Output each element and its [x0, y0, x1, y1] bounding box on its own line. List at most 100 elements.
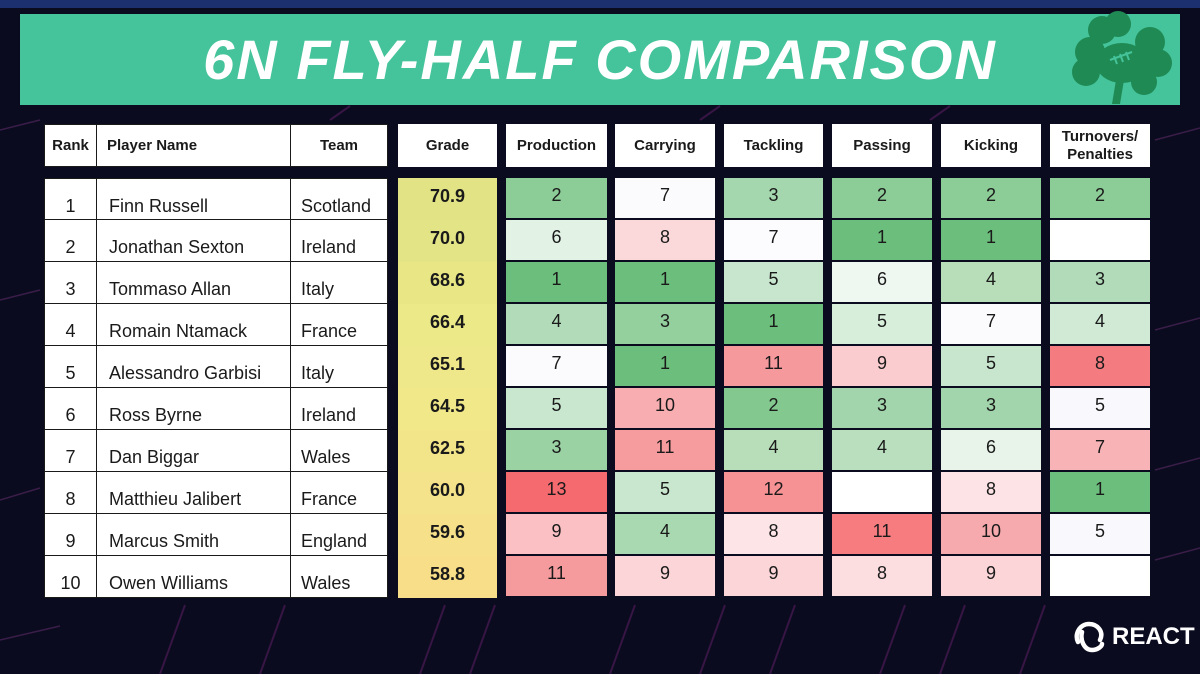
- row-tackling: 5: [724, 262, 823, 302]
- row-grade: 65.1: [398, 346, 497, 388]
- row-passing: 2: [832, 178, 932, 218]
- row-team: France: [291, 304, 388, 346]
- row-kicking: 5: [941, 346, 1041, 386]
- row-rank: 3: [44, 262, 97, 304]
- row-passing: 8: [832, 556, 932, 596]
- row-team: France: [291, 472, 388, 514]
- row-kicking: 7: [941, 304, 1041, 344]
- page-title: 6N FLY-HALF COMPARISON: [203, 28, 997, 91]
- row-grade: 70.0: [398, 220, 497, 262]
- row-turnovers: 1: [1050, 472, 1150, 512]
- row-passing: 5: [832, 304, 932, 344]
- row-team: Ireland: [291, 220, 388, 262]
- row-production: 9: [506, 514, 607, 554]
- react-brand-text: REACT: [1112, 623, 1195, 650]
- row-player: Finn Russell: [97, 178, 291, 220]
- row-passing: 3: [832, 388, 932, 428]
- row-player: Romain Ntamack: [97, 304, 291, 346]
- row-production: 4: [506, 304, 607, 344]
- row-kicking: 9: [941, 556, 1041, 596]
- row-rank: 8: [44, 472, 97, 514]
- row-player: Alessandro Garbisi: [97, 346, 291, 388]
- row-carrying: 9: [615, 556, 715, 596]
- row-tackling: 7: [724, 220, 823, 260]
- top-border: [0, 0, 1200, 8]
- row-grade: 68.6: [398, 262, 497, 304]
- header-rank[interactable]: Rank: [44, 124, 97, 167]
- header-player[interactable]: Player Name: [97, 124, 291, 167]
- row-turnovers: [1050, 220, 1150, 260]
- header-turnovers[interactable]: Turnovers/Penalties: [1050, 124, 1150, 167]
- row-player: Jonathan Sexton: [97, 220, 291, 262]
- row-grade: 58.8: [398, 556, 497, 598]
- row-carrying: 5: [615, 472, 715, 512]
- row-passing: 1: [832, 220, 932, 260]
- header-kicking[interactable]: Kicking: [941, 124, 1041, 167]
- row-carrying: 7: [615, 178, 715, 218]
- row-rank: 5: [44, 346, 97, 388]
- row-rank: 10: [44, 556, 97, 598]
- row-production: 7: [506, 346, 607, 386]
- row-rank: 9: [44, 514, 97, 556]
- row-grade: 64.5: [398, 388, 497, 430]
- row-turnovers: 4: [1050, 304, 1150, 344]
- row-tackling: 3: [724, 178, 823, 218]
- header-passing[interactable]: Passing: [832, 124, 932, 167]
- header-team[interactable]: Team: [291, 124, 388, 167]
- row-player: Dan Biggar: [97, 430, 291, 472]
- row-turnovers: 5: [1050, 388, 1150, 428]
- row-grade: 62.5: [398, 430, 497, 472]
- row-passing: 9: [832, 346, 932, 386]
- row-turnovers: 8: [1050, 346, 1150, 386]
- row-carrying: 1: [615, 346, 715, 386]
- react-logo: REACT: [1072, 620, 1195, 654]
- row-team: Wales: [291, 430, 388, 472]
- row-rank: 7: [44, 430, 97, 472]
- row-turnovers: 5: [1050, 514, 1150, 554]
- row-kicking: 10: [941, 514, 1041, 554]
- row-player: Owen Williams: [97, 556, 291, 598]
- row-passing: 11: [832, 514, 932, 554]
- row-production: 1: [506, 262, 607, 302]
- header-grade[interactable]: Grade: [398, 124, 497, 167]
- row-tackling: 11: [724, 346, 823, 386]
- row-player: Matthieu Jalibert: [97, 472, 291, 514]
- row-team: England: [291, 514, 388, 556]
- row-carrying: 8: [615, 220, 715, 260]
- row-carrying: 3: [615, 304, 715, 344]
- row-carrying: 10: [615, 388, 715, 428]
- row-team: Ireland: [291, 388, 388, 430]
- header-carrying[interactable]: Carrying: [615, 124, 715, 167]
- row-production: 13: [506, 472, 607, 512]
- row-kicking: 2: [941, 178, 1041, 218]
- header-turnovers-line2: Penalties: [1067, 145, 1133, 163]
- header-production[interactable]: Production: [506, 124, 607, 167]
- react-icon: [1074, 621, 1105, 653]
- row-team: Wales: [291, 556, 388, 598]
- row-turnovers: 7: [1050, 430, 1150, 470]
- row-team: Scotland: [291, 178, 388, 220]
- header-tackling[interactable]: Tackling: [724, 124, 823, 167]
- shamrock-rugby-icon: [1072, 11, 1172, 104]
- row-kicking: 8: [941, 472, 1041, 512]
- row-carrying: 4: [615, 514, 715, 554]
- row-passing: 4: [832, 430, 932, 470]
- row-passing: 6: [832, 262, 932, 302]
- row-kicking: 6: [941, 430, 1041, 470]
- row-tackling: 2: [724, 388, 823, 428]
- row-production: 2: [506, 178, 607, 218]
- row-rank: 2: [44, 220, 97, 262]
- row-team: Italy: [291, 346, 388, 388]
- row-passing: [832, 472, 932, 512]
- row-rank: 1: [44, 178, 97, 220]
- row-kicking: 4: [941, 262, 1041, 302]
- row-player: Tommaso Allan: [97, 262, 291, 304]
- row-tackling: 4: [724, 430, 823, 470]
- row-player: Marcus Smith: [97, 514, 291, 556]
- row-turnovers: 2: [1050, 178, 1150, 218]
- row-grade: 60.0: [398, 472, 497, 514]
- row-production: 5: [506, 388, 607, 428]
- row-tackling: 1: [724, 304, 823, 344]
